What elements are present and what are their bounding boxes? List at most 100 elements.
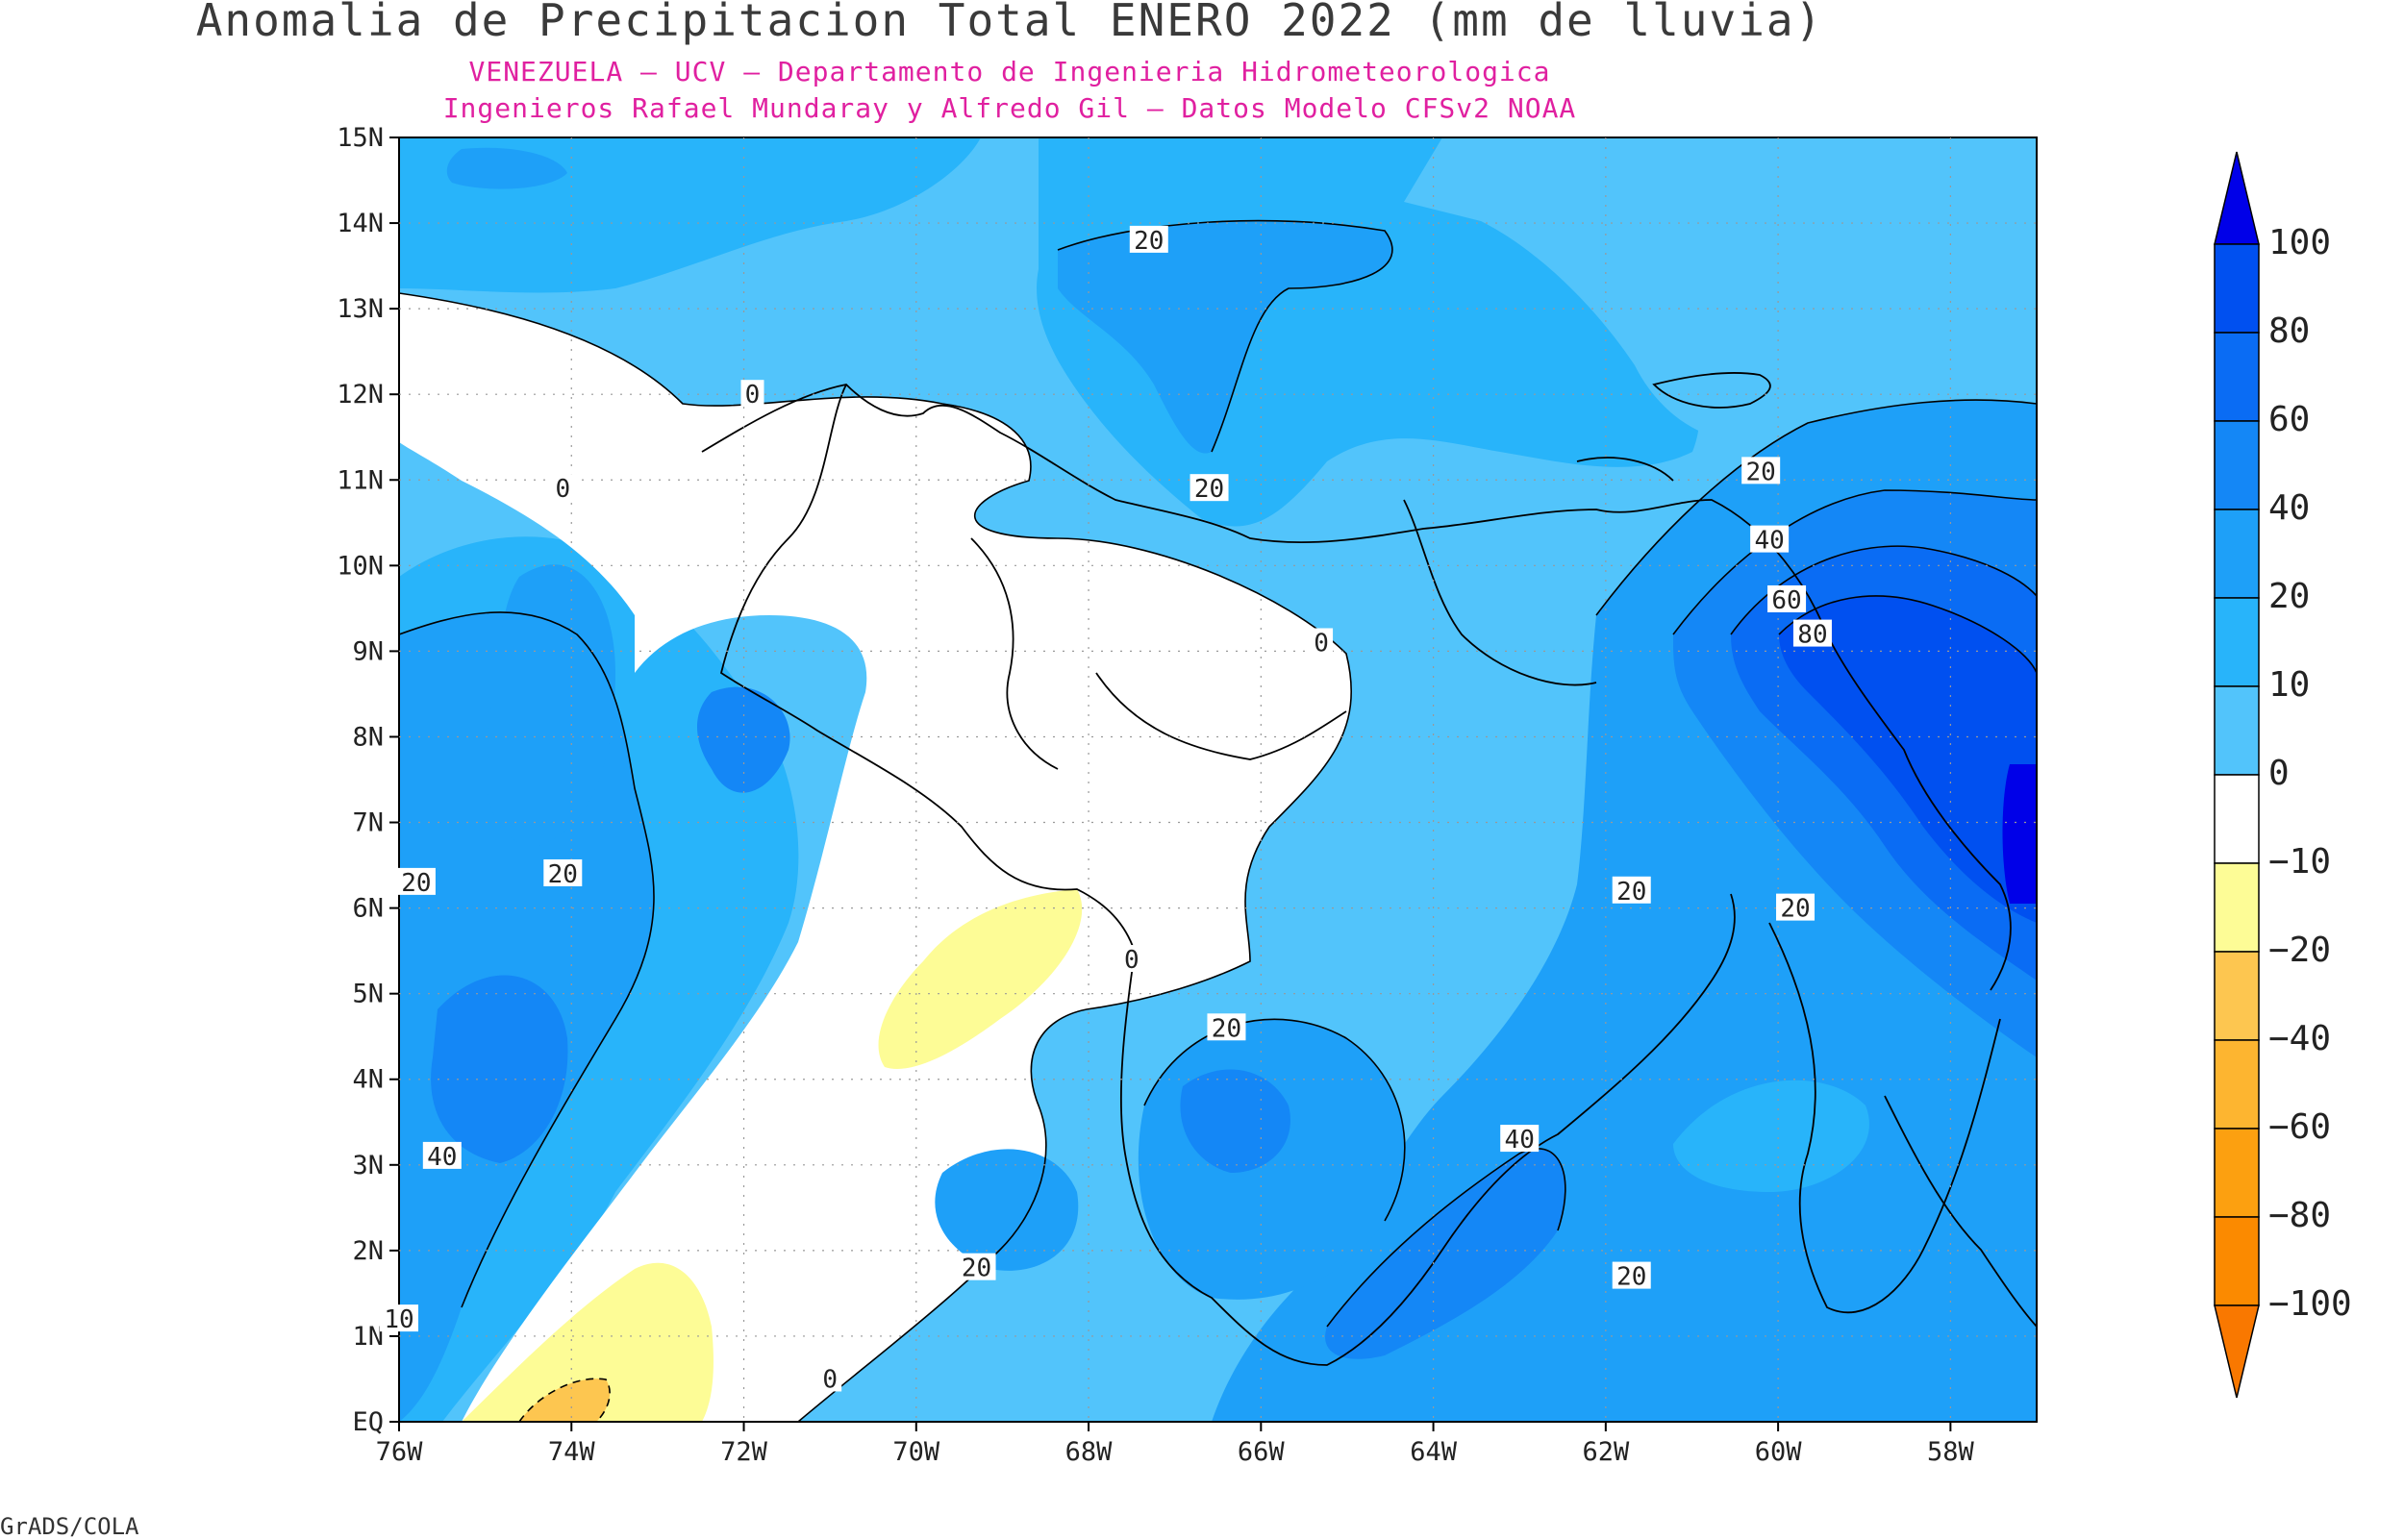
map-title: Anomalia de Precipitacion Total ENERO 20…	[195, 0, 1824, 46]
contour-label-bg	[1189, 474, 1229, 502]
contour-label: 40	[1754, 527, 1784, 556]
colorbar-swatch	[2214, 1039, 2260, 1130]
contour-label: 20	[1780, 895, 1810, 924]
contour-label-bg	[1792, 619, 1832, 647]
contour-label-bg	[957, 1253, 996, 1280]
lat-tick-label: 1N	[352, 1322, 384, 1352]
contour-label-bg	[422, 1141, 462, 1169]
contour-label-bg	[1207, 1013, 1246, 1041]
colorbar-swatch	[2214, 951, 2260, 1041]
contour-label-bg	[1500, 1125, 1540, 1153]
contour-label: 20	[1746, 458, 1776, 486]
contour-label-bg	[1310, 628, 1334, 656]
colorbar-swatch	[2214, 332, 2260, 422]
contour-label: 40	[1505, 1126, 1535, 1155]
colorbar-label: −10	[2268, 842, 2331, 882]
colorbar-swatch	[2214, 1216, 2260, 1306]
colorbar-label: −60	[2268, 1107, 2331, 1147]
contour-label: 10	[384, 1305, 413, 1334]
contour-label: 20	[1616, 1263, 1646, 1292]
contour-label: 80	[1797, 621, 1827, 650]
colorbar-label: 80	[2268, 311, 2310, 351]
lon-tick-label: 72W	[720, 1437, 768, 1467]
lat-tick-label: EQ	[352, 1407, 384, 1437]
contour-label: 0	[555, 475, 570, 504]
colorbar-swatch	[2214, 1128, 2260, 1218]
colorbar-label: 20	[2268, 577, 2310, 616]
colorbar-label: 40	[2268, 488, 2310, 528]
lat-tick-label: 8N	[352, 722, 384, 752]
contour-lines	[399, 219, 2037, 1422]
contour-label: 0	[1314, 629, 1329, 658]
colorbar-label: 10	[2268, 665, 2310, 705]
lon-tick-label: 68W	[1065, 1437, 1114, 1467]
colorbar-swatch	[2214, 420, 2260, 510]
map-subtitle-institution: VENEZUELA – UCV – Departamento de Ingeni…	[468, 56, 1551, 87]
lat-tick-label: 9N	[352, 636, 384, 666]
contour-labels: 20 20 0 0 0 20 40 60 80 20 20 0 20 20 20 40 40 20 20 10 0	[380, 225, 1832, 1394]
colorbar-swatch	[2214, 774, 2260, 864]
contour-label-bg	[818, 1364, 842, 1392]
colorbar-label: −100	[2268, 1284, 2352, 1324]
contour-label: 20	[548, 860, 578, 889]
lat-tick-label: 4N	[352, 1065, 384, 1095]
contour-label-bg	[1776, 893, 1816, 921]
lat-tick-label: 11N	[337, 465, 384, 495]
contour-label-bg	[1129, 225, 1168, 253]
contour-label-bg	[1119, 945, 1143, 973]
lon-tick-label: 60W	[1755, 1437, 1803, 1467]
lat-tick-label: 14N	[337, 209, 384, 238]
colorbar-bottom-arrow	[2214, 1304, 2260, 1399]
plot-frame	[398, 137, 2038, 1423]
contour-label: 20	[1212, 1014, 1241, 1043]
lat-tick-label: 15N	[337, 123, 384, 153]
lon-tick-label: 76W	[376, 1437, 424, 1467]
grid-lines	[399, 137, 2037, 1422]
contour-label: 20	[1194, 475, 1224, 504]
colorbar-label: −20	[2268, 931, 2331, 970]
contour-label-bg	[1741, 457, 1781, 484]
shaded-anomaly-field	[399, 137, 2037, 1422]
lon-tick-label: 62W	[1582, 1437, 1630, 1467]
lon-tick-label: 58W	[1927, 1437, 1975, 1467]
colorbar-label: 0	[2268, 754, 2290, 793]
contour-label-bg	[396, 867, 436, 895]
contour-label-bg	[740, 380, 764, 408]
lat-tick-label: 7N	[352, 808, 384, 838]
colorbar-swatch	[2214, 509, 2260, 599]
contour-label: 20	[1616, 878, 1646, 907]
contour-label-bg	[1612, 876, 1651, 904]
footer-credit: GrADS/COLA	[0, 1513, 139, 1540]
colorbar-swatch	[2214, 862, 2260, 953]
contour-label-bg	[1750, 525, 1790, 553]
contour-label-bg	[1767, 584, 1807, 612]
longitude-ticks: 76W 74W 72W 70W 68W 66W 64W 62W 60W 58W	[376, 1422, 1975, 1467]
lon-tick-label: 70W	[892, 1437, 940, 1467]
map-subtitle-authors: Ingenieros Rafael Mundaray y Alfredo Gil…	[442, 92, 1577, 124]
colorbar-swatch	[2214, 685, 2260, 776]
contour-label: 60	[1771, 586, 1801, 615]
colorbar-swatch	[2214, 597, 2260, 687]
colorbar-label: 100	[2268, 223, 2331, 262]
contour-label: 0	[1124, 946, 1139, 975]
lat-tick-label: 10N	[337, 551, 384, 581]
colorbar-label: 60	[2268, 400, 2310, 439]
contour-label-bg	[380, 1304, 418, 1332]
country-borders	[701, 372, 2037, 1366]
contour-label: 20	[401, 869, 431, 898]
contour-label: 20	[1134, 227, 1164, 256]
lat-tick-label: 6N	[352, 894, 384, 924]
contour-label-bg	[1612, 1261, 1651, 1289]
lat-tick-label: 2N	[352, 1236, 384, 1266]
colorbar-swatch	[2214, 243, 2260, 334]
lon-tick-label: 74W	[548, 1437, 596, 1467]
colorbar-label: −40	[2268, 1019, 2331, 1058]
contour-label: 20	[962, 1254, 991, 1283]
colorbar-top-arrow	[2214, 151, 2260, 245]
colorbar-label: −80	[2268, 1196, 2331, 1235]
contour-label: 0	[822, 1365, 838, 1394]
contour-label-bg	[551, 474, 575, 502]
contour-label: 0	[745, 381, 761, 410]
